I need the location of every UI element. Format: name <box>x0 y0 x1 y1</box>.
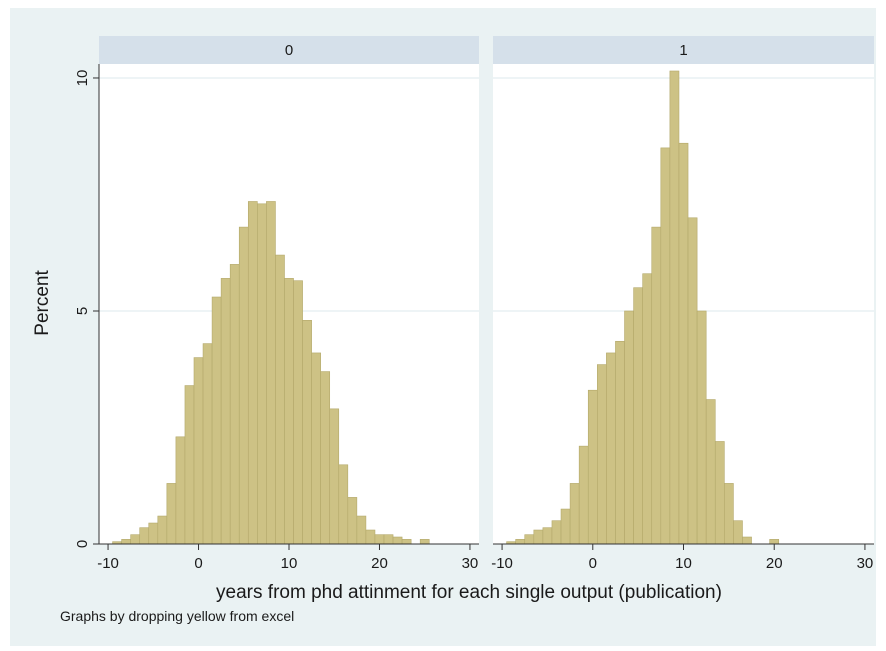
x-tick-label: -10 <box>97 555 119 572</box>
histogram-bar <box>338 464 349 545</box>
histogram-bar <box>687 217 698 545</box>
histogram-bar <box>302 320 312 545</box>
histogram-bar <box>669 70 680 545</box>
histogram-bar <box>733 520 743 545</box>
histogram-bar <box>266 201 276 545</box>
y-tick-label: 0 <box>74 540 91 548</box>
histogram-bar <box>220 278 231 545</box>
histogram-bar <box>606 352 616 545</box>
histogram-bar <box>365 529 376 545</box>
histogram-bar <box>578 445 589 545</box>
panel-1: 1 -10 0 10 20 30 <box>491 36 874 572</box>
histogram-bar <box>202 343 213 545</box>
histogram-bar <box>247 201 258 545</box>
histogram-bar <box>229 264 240 545</box>
x-tick-label: 0 <box>589 555 597 572</box>
panel-strip-label: 1 <box>679 42 687 59</box>
histogram-bar <box>121 539 131 545</box>
histogram-bar <box>392 536 403 545</box>
histogram-bar <box>184 385 195 545</box>
histogram-bar <box>533 529 544 545</box>
histogram-bar <box>542 527 553 545</box>
y-axis-title: Percent <box>32 270 53 336</box>
histogram-bar <box>383 534 394 545</box>
panel-0: 0 -10 0 10 20 30 0 5 10 <box>74 36 479 572</box>
histogram-bar <box>356 515 367 545</box>
x-tick-label: 20 <box>766 555 783 572</box>
histogram-bar <box>284 278 294 545</box>
histogram-bar <box>651 226 662 545</box>
x-axis-title: years from phd attinment for each single… <box>216 582 722 603</box>
y-tick-label: 5 <box>74 307 91 315</box>
histogram-bar <box>347 497 358 545</box>
panel-strip <box>99 36 479 64</box>
panel-strip <box>493 36 874 64</box>
x-tick-label: 10 <box>281 555 298 572</box>
x-tick-label: -10 <box>491 555 513 572</box>
histogram-bar <box>569 483 580 545</box>
histogram-bar <box>660 147 671 545</box>
histogram-bar <box>705 399 716 545</box>
histogram-bar <box>293 280 303 545</box>
histogram-bar <box>320 371 331 545</box>
histogram-bar <box>696 310 707 545</box>
histogram-bar <box>524 534 535 545</box>
histogram-bar <box>257 203 267 545</box>
histogram-bar <box>211 296 222 545</box>
histogram-bar <box>742 536 752 545</box>
histogram-bar <box>633 287 643 545</box>
histogram-bar <box>587 389 598 545</box>
panel-strip-label: 0 <box>285 42 293 59</box>
histogram-bar <box>401 539 412 545</box>
panels: 0 -10 0 10 20 30 0 5 10 1 -10 0 10 20 30 <box>74 36 874 572</box>
x-tick-label: 20 <box>371 555 388 572</box>
histogram-bar <box>238 226 249 545</box>
graph-note: Graphs by dropping yellow from excel <box>60 608 294 624</box>
histogram-bar <box>724 483 734 545</box>
histogram-bar <box>139 527 150 545</box>
histogram-bar <box>329 408 340 545</box>
histogram-bar <box>374 534 385 545</box>
histogram-bar <box>193 357 204 545</box>
histogram-bar <box>615 340 625 545</box>
histogram-bar <box>597 364 607 545</box>
histogram-bar <box>624 310 634 545</box>
y-tick-label: 10 <box>74 70 91 87</box>
histogram-bar <box>166 483 177 545</box>
histogram-bar <box>275 254 285 545</box>
histogram-bar <box>515 539 526 545</box>
histogram-bar <box>769 539 780 545</box>
histogram-bar <box>157 515 168 545</box>
histogram-bar <box>419 539 430 545</box>
histogram-bar <box>311 352 321 545</box>
histogram-bar <box>175 436 186 545</box>
histogram-bar <box>148 522 159 545</box>
histogram-bar <box>551 520 562 545</box>
x-tick-label: 30 <box>462 555 479 572</box>
x-tick-label: 30 <box>857 555 874 572</box>
x-tick-label: 10 <box>675 555 692 572</box>
histogram-bar <box>642 273 653 545</box>
histogram-bar <box>130 534 141 545</box>
x-tick-label: 0 <box>194 555 202 572</box>
histogram-bar <box>678 142 689 545</box>
histogram-bar <box>560 508 571 545</box>
histogram-bar <box>714 441 725 545</box>
